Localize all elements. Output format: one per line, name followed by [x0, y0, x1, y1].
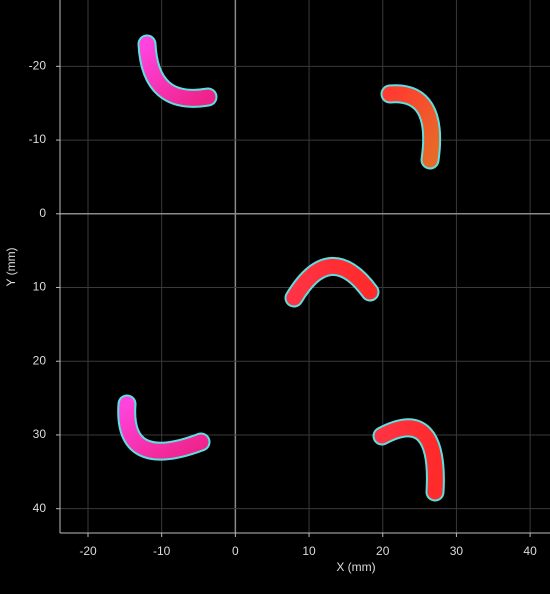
object [139, 36, 216, 106]
x-tick-label: 0 [232, 544, 239, 558]
x-tick-label: -10 [153, 544, 171, 558]
y-tick-label: 40 [33, 501, 47, 515]
x-tick-label: -20 [79, 544, 97, 558]
y-tick-label: 20 [33, 353, 47, 367]
x-tick-label: 30 [450, 544, 464, 558]
object [374, 420, 443, 500]
x-tick-label: 20 [376, 544, 390, 558]
object [286, 258, 378, 306]
x-axis-label: X (mm) [336, 560, 375, 574]
x-tick-label: 10 [302, 544, 316, 558]
y-tick-label: 0 [39, 206, 46, 220]
y-tick-label: 30 [33, 427, 47, 441]
object [382, 86, 440, 168]
y-axis-label: Y (mm) [4, 247, 18, 286]
y-tick-label: -20 [29, 59, 47, 73]
y-tick-label: 10 [33, 280, 47, 294]
object [119, 396, 209, 459]
image-objects [117, 34, 445, 502]
grid [60, 0, 550, 533]
x-tick-label: 40 [523, 544, 537, 558]
y-tick-label: -10 [29, 132, 47, 146]
